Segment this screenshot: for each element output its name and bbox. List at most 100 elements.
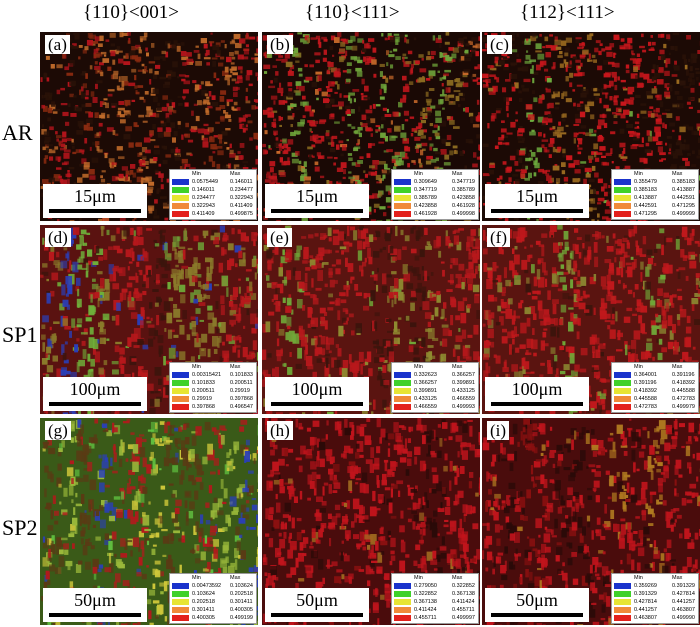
legend-max-value: 0.496547: [230, 404, 253, 410]
legend-max-value: 0.385789: [452, 187, 475, 193]
legend-min-header: Min: [192, 171, 201, 177]
legend-max-header: Max: [672, 575, 683, 581]
legend-max-value: 0.461928: [452, 203, 475, 209]
scale-bar: 15μm: [265, 184, 369, 218]
legend-row: 0.399891 0.433125: [392, 387, 478, 395]
legend-max-value: 0.442591: [672, 195, 695, 201]
scale-bar-label: 100μm: [69, 379, 121, 399]
row-label-ar: AR: [2, 120, 33, 145]
legend-row: 0.234477 0.322943: [170, 194, 256, 202]
legend-row: 0.29919 0.397868: [170, 395, 256, 403]
legend-min-header: Min: [634, 575, 643, 581]
legend-swatch: [394, 380, 411, 386]
legend-max-header: Max: [230, 364, 241, 370]
legend-row: 0.322943 0.411409: [170, 202, 256, 210]
legend-max-value: 0.367138: [452, 591, 475, 597]
legend-max-value: 0.413887: [672, 187, 695, 193]
legend-swatch: [172, 211, 189, 217]
scale-bar: 100μm: [265, 377, 369, 411]
legend-max-header: Max: [452, 364, 463, 370]
scale-bar-line: [491, 209, 583, 213]
legend-min-value: 0.441257: [634, 607, 657, 613]
panel-label-a: (a): [45, 35, 70, 54]
legend-max-value: 0.466559: [452, 396, 475, 402]
legend-row: 0.00315421 0.101833: [170, 371, 256, 379]
legend-max-header: Max: [672, 171, 683, 177]
scale-bar-line: [271, 613, 363, 617]
legend-min-value: 0.322943: [192, 203, 215, 209]
color-legend: Min Max 0.332623 0.366257 0.366257 0.399891 0.…: [391, 362, 479, 413]
legend-min-value: 0.101833: [192, 380, 215, 386]
legend-min-value: 0.433125: [414, 396, 437, 402]
legend-max-value: 0.322943: [230, 195, 253, 201]
legend-swatch: [614, 388, 631, 394]
legend-swatch: [172, 372, 189, 378]
legend-row: 0.00473592 0.103624: [170, 582, 256, 590]
legend-min-value: 0.322852: [414, 591, 437, 597]
legend-swatch: [172, 599, 189, 605]
color-legend: Min Max 0.0575449 0.146011 0.146011 0.234477 0…: [169, 169, 257, 220]
legend-min-value: 0.332623: [414, 372, 437, 378]
legend-max-header: Max: [672, 364, 683, 370]
legend-max-header: Max: [452, 575, 463, 581]
legend-row: 0.445588 0.472783: [612, 395, 698, 403]
scale-bar: 100μm: [43, 377, 147, 411]
legend-min-header: Min: [634, 171, 643, 177]
legend-row: 0.146011 0.234477: [170, 186, 256, 194]
legend-min-value: 0.202518: [192, 599, 215, 605]
legend-min-value: 0.200511: [192, 388, 215, 394]
legend-swatch: [394, 396, 411, 402]
legend-swatch: [172, 380, 189, 386]
legend-swatch: [614, 203, 631, 209]
legend-max-value: 0.472783: [672, 396, 695, 402]
orientation-map-image: [262, 225, 480, 414]
legend-row: 0.391196 0.418392: [612, 379, 698, 387]
legend-min-value: 0.146011: [192, 187, 215, 193]
legend-min-header: Min: [414, 364, 423, 370]
legend-min-value: 0.455711: [414, 615, 437, 621]
legend-swatch: [172, 187, 189, 193]
legend-max-value: 0.103624: [230, 583, 253, 589]
color-legend: Min Max 0.00473592 0.103624 0.103624 0.202518…: [169, 573, 257, 624]
legend-swatch: [172, 179, 189, 185]
legend-max-value: 0.399891: [452, 380, 475, 386]
legend-min-value: 0.461928: [414, 211, 437, 217]
legend-max-value: 0.391329: [672, 583, 695, 589]
legend-row: 0.411409 0.499875: [170, 210, 256, 218]
legend-swatch: [614, 179, 631, 185]
legend-min-value: 0.445588: [634, 396, 657, 402]
legend-row: 0.385183 0.413887: [612, 186, 698, 194]
legend-row: 0.364001 0.391196: [612, 371, 698, 379]
legend-swatch: [614, 195, 631, 201]
legend-swatch: [394, 607, 411, 613]
scale-bar: 50μm: [43, 588, 147, 622]
legend-row: 0.397868 0.496547: [170, 403, 256, 411]
legend-min-value: 0.418392: [634, 388, 657, 394]
legend-max-value: 0.499997: [452, 615, 475, 621]
legend-swatch: [172, 404, 189, 410]
legend-row: 0.433125 0.466559: [392, 395, 478, 403]
legend-max-header: Max: [452, 171, 463, 177]
legend-max-value: 0.441257: [672, 599, 695, 605]
legend-min-value: 0.385789: [414, 195, 437, 201]
legend-swatch: [614, 396, 631, 402]
micrograph-panel-f: (f) 100μm Min Max 0.364001 0.391196 0.391196 0.…: [482, 225, 700, 414]
legend-swatch: [614, 404, 631, 410]
legend-swatch: [172, 583, 189, 589]
color-legend: Min Max 0.364001 0.391196 0.391196 0.418392 0.…: [611, 362, 699, 413]
legend-row: 0.411424 0.455711: [392, 606, 478, 614]
color-legend: Min Max 0.355479 0.385183 0.385183 0.413887 0.…: [611, 169, 699, 220]
legend-max-value: 0.433125: [452, 388, 475, 394]
legend-row: 0.400305 0.499199: [170, 614, 256, 622]
legend-swatch: [394, 404, 411, 410]
scale-bar: 15μm: [485, 184, 589, 218]
scale-bar-line: [271, 402, 363, 406]
legend-swatch: [172, 388, 189, 394]
legend-swatch: [172, 203, 189, 209]
panel-label-i: (i): [487, 421, 510, 440]
legend-swatch: [614, 583, 631, 589]
scale-bar-label: 15μm: [296, 186, 338, 206]
legend-min-value: 0.423858: [414, 203, 437, 209]
legend-max-value: 0.366257: [452, 372, 475, 378]
legend-min-value: 0.29919: [192, 396, 212, 402]
